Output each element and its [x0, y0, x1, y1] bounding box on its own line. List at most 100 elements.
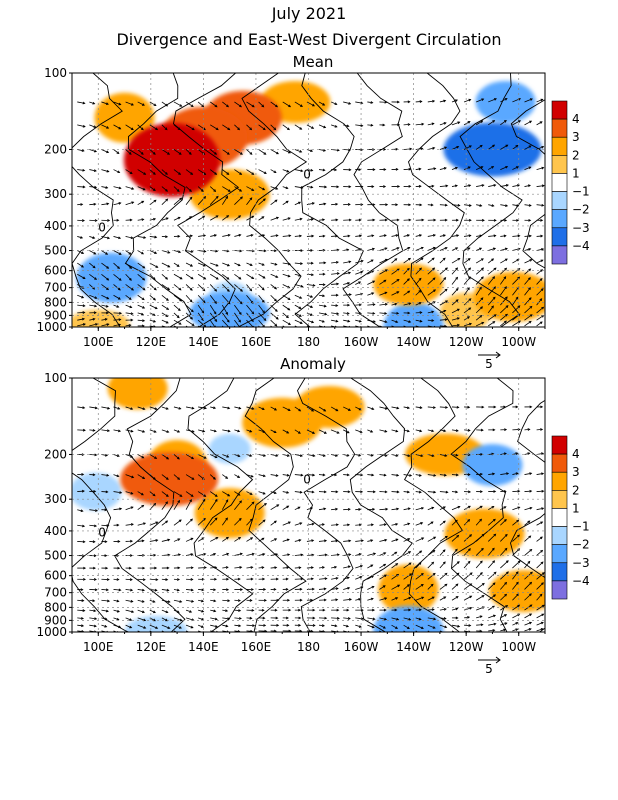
wind-vector-head	[203, 276, 207, 280]
wind-vector	[258, 319, 265, 327]
wind-vector-head	[323, 261, 327, 265]
wind-vector-head	[189, 234, 193, 238]
wind-vector-head	[372, 218, 376, 222]
wind-vector-head	[503, 506, 507, 509]
wind-vector	[209, 295, 217, 304]
wind-vector	[463, 561, 471, 569]
wind-vector-head	[82, 609, 86, 612]
wind-vector	[161, 609, 168, 613]
wind-vector-head	[384, 320, 388, 324]
wind-vector-head	[504, 286, 507, 290]
wind-vector	[367, 124, 373, 126]
wind-vector-head	[322, 473, 326, 477]
wind-vector-head	[348, 101, 352, 105]
wind-vector	[209, 186, 216, 192]
wind-vector	[161, 101, 168, 107]
wind-vector-head	[479, 247, 483, 251]
wind-vector-head	[529, 548, 533, 552]
wind-vector-head	[128, 323, 132, 327]
wind-vector-head	[541, 145, 545, 149]
wind-vector	[246, 124, 252, 130]
wind-vector	[294, 294, 302, 299]
wind-vector	[89, 609, 96, 612]
wind-vector-head	[322, 608, 326, 612]
wind-vector	[306, 406, 314, 412]
wind-vector-head	[104, 617, 108, 621]
wind-vector-head	[274, 286, 278, 290]
wind-vector-head	[275, 234, 279, 238]
wind-vector	[161, 294, 169, 301]
wind-vector	[101, 250, 108, 255]
wind-vector-head	[408, 608, 412, 612]
wind-vector-head	[358, 168, 362, 172]
wind-vector-head	[201, 104, 205, 108]
wind-vector	[403, 584, 410, 590]
wind-vector-head	[226, 263, 230, 267]
wind-vector-head	[176, 189, 180, 192]
wind-vector-head	[334, 124, 338, 128]
wind-vector	[463, 323, 472, 327]
wind-vector-head	[455, 596, 459, 599]
wind-vector-head	[503, 234, 507, 238]
wind-vector-head	[479, 615, 483, 619]
wind-vector-head	[130, 312, 134, 316]
wind-vector-head	[240, 196, 243, 200]
wind-vector	[318, 294, 325, 297]
wind-vector	[234, 304, 242, 315]
wind-vector	[282, 273, 291, 277]
wind-vector	[149, 491, 156, 497]
wind-vector-head	[456, 572, 460, 576]
wind-vector-head	[323, 490, 327, 494]
wind-vector-head	[273, 491, 277, 495]
wind-vector-head	[408, 167, 412, 171]
wind-vector-head	[239, 552, 243, 556]
wind-vector-head	[191, 477, 195, 480]
wind-vector-head	[215, 276, 219, 280]
wind-vector-head	[323, 408, 327, 412]
wind-vector	[137, 491, 144, 496]
wind-vector-head	[128, 252, 132, 255]
wind-vector	[512, 204, 519, 207]
wind-vector	[331, 577, 338, 580]
wind-vector	[318, 578, 327, 580]
divergence-field-positive	[373, 263, 444, 306]
wind-vector-head	[479, 560, 483, 564]
wind-vector	[500, 605, 508, 611]
wind-vector-head	[287, 249, 291, 253]
wind-vector-head	[406, 490, 410, 494]
wind-vector	[403, 234, 410, 237]
wind-vector-head	[130, 588, 134, 592]
wind-vector-head	[493, 286, 496, 290]
wind-vector	[451, 561, 460, 569]
contour-label: 0	[303, 167, 311, 181]
wind-vector-head	[225, 566, 229, 569]
wind-vector-head	[481, 267, 485, 271]
wind-vector	[379, 454, 388, 457]
wind-vector-head	[311, 202, 315, 205]
wind-vector-head	[226, 215, 230, 218]
wind-vector-head	[312, 103, 315, 107]
wind-vector-head	[311, 234, 315, 238]
wind-vector	[536, 185, 545, 187]
wind-vector-head	[298, 566, 302, 570]
wind-vector-head	[396, 311, 400, 315]
chart-subtitle: Divergence and East-West Divergent Circu…	[116, 30, 502, 49]
wind-vector-head	[152, 277, 156, 281]
wind-vector	[476, 624, 483, 626]
wind-vector-head	[215, 537, 219, 540]
wind-vector	[89, 169, 97, 172]
wind-vector	[77, 124, 86, 128]
wind-vector-head	[166, 588, 170, 592]
wind-vector-head	[300, 262, 304, 265]
colorbar-box	[551, 508, 568, 527]
wind-vector-head	[141, 455, 145, 459]
wind-vector-head	[299, 234, 303, 238]
colorbar-label: 4	[572, 112, 580, 126]
wind-vector-head	[360, 259, 364, 263]
contour-line	[72, 73, 123, 327]
wind-vector	[391, 474, 399, 476]
wind-vector	[294, 262, 303, 265]
wind-vector-head	[165, 172, 168, 175]
wind-vector-head	[153, 297, 156, 301]
x-tick-label: 120W	[449, 640, 484, 654]
